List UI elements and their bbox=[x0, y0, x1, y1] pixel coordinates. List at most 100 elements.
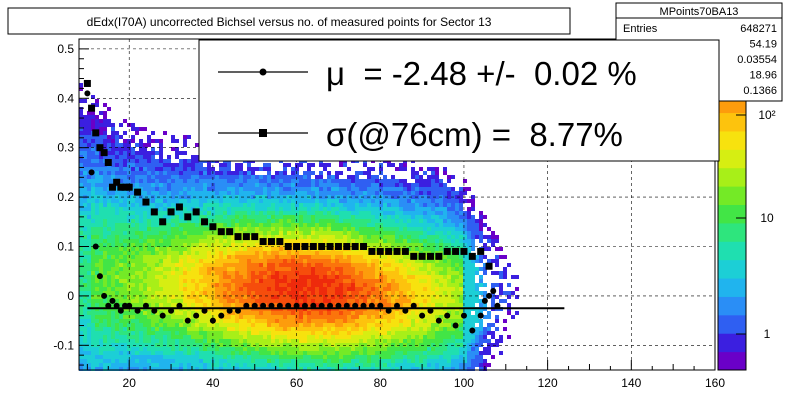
heatmap-cell bbox=[299, 327, 303, 331]
heatmap-cell bbox=[439, 367, 443, 371]
heatmap-cell bbox=[83, 279, 87, 283]
heatmap-cell bbox=[131, 363, 135, 367]
heatmap-cell bbox=[379, 187, 383, 191]
heatmap-cell bbox=[147, 179, 151, 183]
heatmap-cell bbox=[431, 247, 435, 251]
heatmap-cell bbox=[91, 347, 95, 351]
heatmap-cell bbox=[155, 187, 159, 191]
heatmap-cell bbox=[287, 319, 291, 323]
heatmap-cell bbox=[103, 367, 107, 371]
heatmap-cell bbox=[279, 271, 283, 275]
heatmap-cell bbox=[203, 267, 207, 271]
heatmap-cell bbox=[351, 267, 355, 271]
heatmap-cell bbox=[303, 347, 307, 351]
heatmap-cell bbox=[299, 175, 303, 179]
heatmap-cell bbox=[119, 227, 123, 231]
heatmap-cell bbox=[323, 315, 327, 319]
heatmap-cell bbox=[279, 299, 283, 303]
heatmap-cell bbox=[287, 283, 291, 287]
heatmap-cell bbox=[167, 259, 171, 263]
heatmap-cell bbox=[243, 207, 247, 211]
heatmap-cell bbox=[367, 359, 371, 363]
heatmap-cell bbox=[375, 199, 379, 203]
heatmap-cell bbox=[139, 367, 143, 371]
heatmap-cell bbox=[267, 311, 271, 315]
heatmap-cell bbox=[219, 259, 223, 263]
heatmap-cell bbox=[195, 243, 199, 247]
heatmap-cell bbox=[235, 275, 239, 279]
heatmap-cell bbox=[119, 323, 123, 327]
heatmap-cell bbox=[371, 279, 375, 283]
heatmap-cell bbox=[319, 271, 323, 275]
heatmap-cell bbox=[259, 251, 263, 255]
heatmap-cell bbox=[319, 287, 323, 291]
heatmap-cell bbox=[435, 275, 439, 279]
heatmap-cell bbox=[443, 347, 447, 351]
heatmap-cell bbox=[175, 315, 179, 319]
heatmap-cell bbox=[111, 147, 115, 151]
heatmap-cell bbox=[215, 239, 219, 243]
heatmap-cell bbox=[95, 207, 99, 211]
heatmap-cell bbox=[327, 199, 331, 203]
heatmap-cell bbox=[235, 351, 239, 355]
heatmap-cell bbox=[83, 215, 87, 219]
heatmap-cell bbox=[167, 327, 171, 331]
heatmap-cell bbox=[267, 247, 271, 251]
heatmap-cell bbox=[215, 359, 219, 363]
heatmap-cell bbox=[167, 215, 171, 219]
heatmap-cell bbox=[219, 251, 223, 255]
heatmap-cell bbox=[219, 243, 223, 247]
heatmap-cell bbox=[95, 123, 99, 127]
heatmap-cell bbox=[343, 299, 347, 303]
heatmap-cell bbox=[251, 363, 255, 367]
heatmap-cell bbox=[159, 211, 163, 215]
heatmap-cell bbox=[235, 251, 239, 255]
heatmap-cell bbox=[227, 247, 231, 251]
heatmap-cell bbox=[335, 315, 339, 319]
heatmap-cell bbox=[403, 279, 407, 283]
heatmap-cell bbox=[143, 271, 147, 275]
heatmap-cell bbox=[171, 335, 175, 339]
heatmap-cell bbox=[207, 335, 211, 339]
heatmap-cell bbox=[187, 191, 191, 195]
heatmap-cell bbox=[359, 199, 363, 203]
heatmap-cell bbox=[379, 167, 383, 171]
heatmap-cell bbox=[299, 299, 303, 303]
heatmap-cell bbox=[191, 323, 195, 327]
heatmap-cell bbox=[275, 327, 279, 331]
heatmap-cell bbox=[159, 343, 163, 347]
heatmap-cell bbox=[419, 355, 423, 359]
heatmap-cell bbox=[283, 355, 287, 359]
heatmap-cell bbox=[411, 355, 415, 359]
heatmap-cell bbox=[183, 255, 187, 259]
heatmap-cell bbox=[231, 299, 235, 303]
heatmap-cell bbox=[363, 327, 367, 331]
heatmap-cell bbox=[115, 363, 119, 367]
heatmap-cell bbox=[343, 327, 347, 331]
heatmap-cell bbox=[383, 303, 387, 307]
heatmap-cell bbox=[95, 171, 99, 175]
heatmap-cell bbox=[331, 363, 335, 367]
heatmap-cell bbox=[271, 175, 275, 179]
heatmap-cell bbox=[111, 339, 115, 343]
heatmap-cell bbox=[359, 327, 363, 331]
heatmap-cell bbox=[435, 259, 439, 263]
heatmap-cell bbox=[183, 267, 187, 271]
heatmap-cell bbox=[339, 219, 343, 223]
heatmap-cell bbox=[87, 147, 91, 151]
heatmap-cell bbox=[135, 195, 139, 199]
heatmap-cell bbox=[355, 239, 359, 243]
heatmap-cell bbox=[363, 179, 367, 183]
heatmap-cell bbox=[263, 235, 267, 239]
heatmap-cell bbox=[167, 255, 171, 259]
heatmap-cell bbox=[107, 211, 111, 215]
heatmap-cell bbox=[295, 255, 299, 259]
heatmap-cell bbox=[91, 239, 95, 243]
heatmap-cell bbox=[83, 119, 87, 123]
heatmap-cell bbox=[415, 319, 419, 323]
heatmap-cell bbox=[163, 199, 167, 203]
heatmap-cell bbox=[279, 207, 283, 211]
heatmap-cell bbox=[123, 251, 127, 255]
heatmap-cell bbox=[407, 283, 411, 287]
heatmap-cell bbox=[99, 111, 103, 115]
